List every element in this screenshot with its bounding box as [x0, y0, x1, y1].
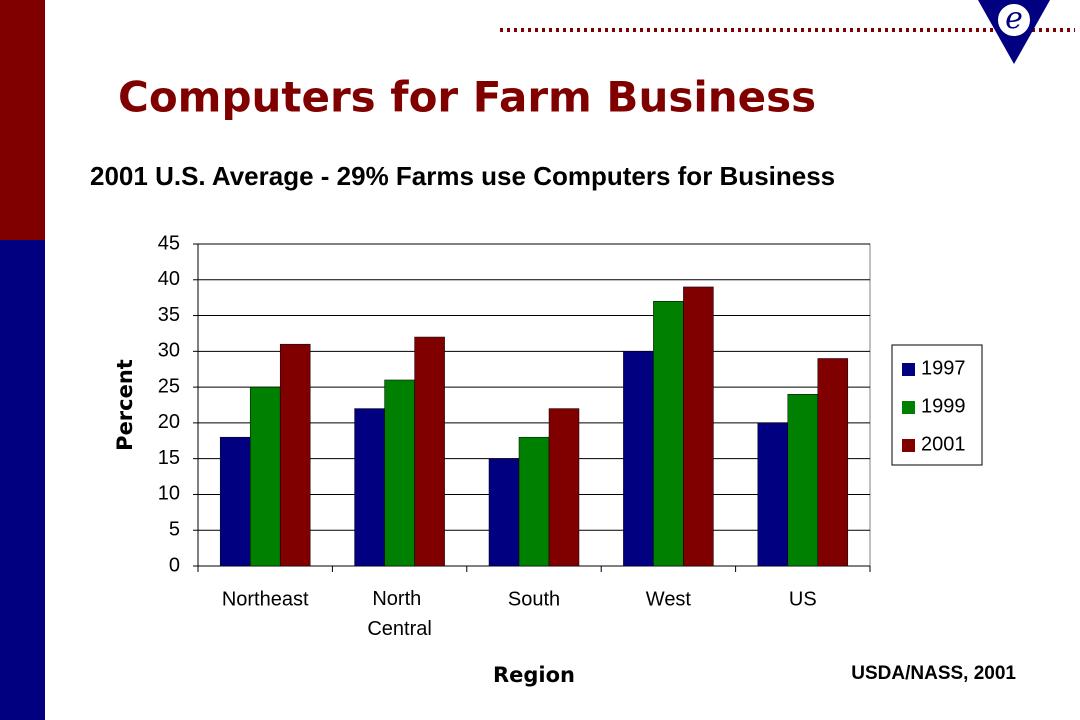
y-tick-label: 5	[169, 519, 180, 541]
legend-label: 1999	[921, 395, 966, 417]
source: USDA/NASS, 2001	[851, 663, 1016, 684]
y-tick-label: 0	[169, 554, 180, 576]
y-tick-label: 20	[158, 411, 180, 433]
y-tick-label: 45	[158, 232, 180, 254]
y-tick-label: 30	[158, 340, 180, 362]
y-tick-label: 10	[158, 483, 180, 505]
bar	[219, 436, 251, 567]
x-tick-label: West	[646, 588, 692, 610]
y-tick-label: 25	[158, 375, 180, 397]
chart-title: Computers for Farm Business	[118, 73, 816, 122]
bar	[384, 379, 415, 567]
bar	[683, 286, 714, 567]
legend-swatch	[902, 401, 915, 414]
bar	[548, 408, 580, 567]
bar	[488, 458, 520, 567]
bar	[787, 394, 819, 567]
bar	[757, 422, 789, 567]
legend-label: 1997	[921, 357, 966, 379]
bar	[623, 351, 654, 567]
bar	[249, 386, 281, 567]
side-bar-bottom	[0, 240, 45, 720]
y-axis-label: Percent	[113, 359, 137, 451]
bar	[518, 436, 550, 567]
x-tick-label: Northeast	[222, 588, 309, 610]
y-tick-label: 40	[158, 268, 180, 290]
y-tick-label: 15	[158, 447, 180, 469]
bar	[414, 336, 445, 567]
bar	[817, 358, 849, 567]
legend-label: 2001	[921, 433, 966, 455]
side-bar-top	[0, 0, 45, 240]
bar	[354, 408, 385, 567]
x-tick-label: US	[789, 588, 817, 610]
chart-subtitle: 2001 U.S. Average - 29% Farms use Comput…	[90, 161, 835, 191]
legend-swatch	[902, 363, 915, 376]
logo-text: e	[1005, 1, 1023, 36]
legend-swatch	[902, 439, 915, 452]
bar	[653, 300, 684, 567]
x-tick-label: North Central	[367, 588, 431, 640]
bar	[279, 343, 311, 567]
y-tick-label: 35	[158, 304, 180, 326]
x-axis-label: Region	[493, 663, 575, 687]
logo-circle	[996, 2, 1032, 38]
x-tick-label: South	[508, 588, 560, 610]
